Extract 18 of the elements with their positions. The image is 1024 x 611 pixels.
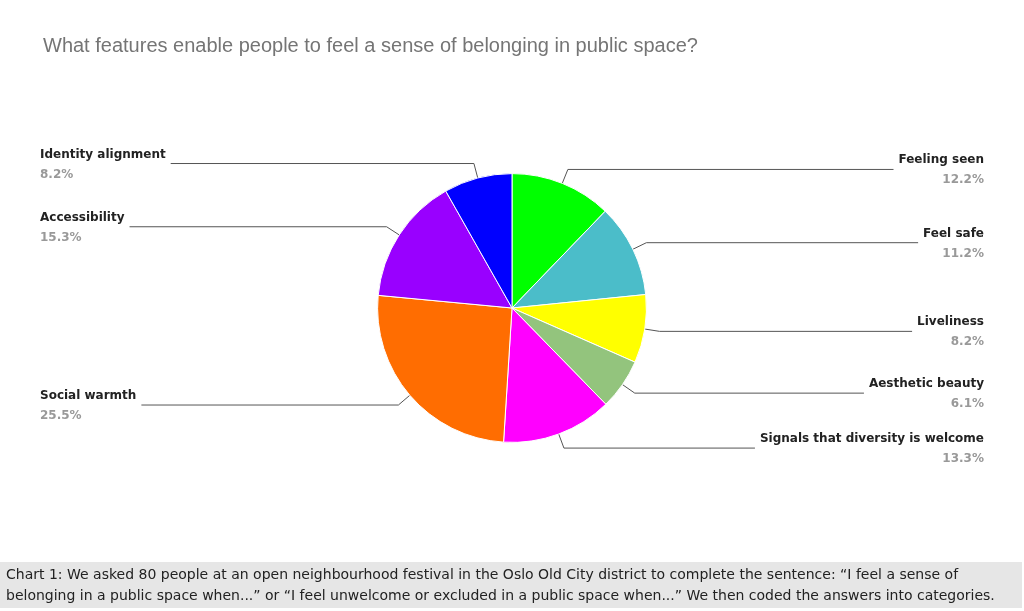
slice-label: Signals that diversity is welcome bbox=[759, 431, 984, 446]
data-label: 15.3% bbox=[40, 229, 82, 244]
slice-label: Accessibility bbox=[40, 209, 125, 224]
slice-label: Social warmth bbox=[40, 388, 137, 403]
slice-label: Feeling seen bbox=[898, 152, 984, 167]
data-label: 8.2% bbox=[40, 166, 74, 181]
data-label: 25.5% bbox=[40, 408, 82, 423]
chart-title: What features enable people to feel a sense of belonging in public space? bbox=[43, 34, 698, 56]
data-label: 8.2% bbox=[950, 334, 984, 349]
data-label: 6.1% bbox=[950, 396, 984, 411]
slice-label: Liveliness bbox=[917, 314, 984, 329]
data-label: 12.2% bbox=[942, 172, 984, 187]
data-label: 11.2% bbox=[942, 245, 984, 260]
slice-label: Feel safe bbox=[923, 225, 984, 240]
caption: Chart 1: We asked 80 people at an open neighbourhood festival in the Oslo Old City district to complete the sentence: “I feel a sense of belonging in a public space when...” or “I feel unwelcome or excluded in a public space when...” We then coded the answers into categories. bbox=[6, 565, 996, 605]
slice-label: Identity alignment bbox=[40, 146, 166, 161]
data-label: 13.3% bbox=[942, 451, 984, 466]
slice-label: Aesthetic beauty bbox=[868, 376, 985, 391]
